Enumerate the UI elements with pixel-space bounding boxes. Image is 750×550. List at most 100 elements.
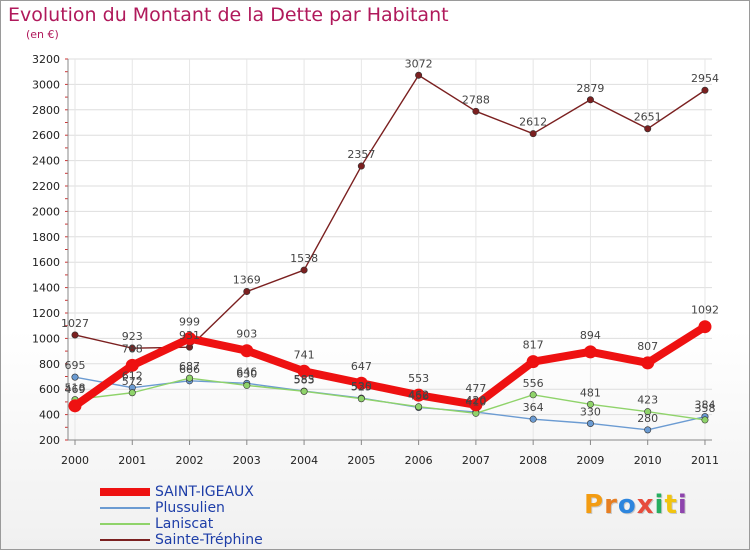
legend-label: Sainte-Tréphine bbox=[155, 532, 263, 548]
data-label: 280 bbox=[637, 412, 658, 425]
x-tick-label: 2001 bbox=[118, 454, 146, 467]
series-group bbox=[68, 71, 712, 434]
data-point bbox=[183, 332, 197, 346]
data-label: 518 bbox=[65, 382, 86, 395]
data-point bbox=[641, 356, 655, 370]
data-label: 894 bbox=[580, 329, 601, 342]
logo-letter: o bbox=[617, 490, 637, 520]
data-label: 572 bbox=[122, 375, 143, 388]
data-point bbox=[644, 125, 652, 133]
data-point bbox=[415, 71, 423, 79]
data-label: 788 bbox=[122, 342, 143, 355]
data-point bbox=[125, 358, 139, 372]
data-point bbox=[583, 345, 597, 359]
data-point bbox=[243, 381, 251, 389]
data-label: 903 bbox=[236, 328, 257, 341]
y-tick-label: 1400 bbox=[32, 282, 60, 295]
data-label: 2651 bbox=[634, 111, 662, 124]
y-tick-label: 400 bbox=[39, 409, 60, 422]
data-point bbox=[300, 387, 308, 395]
legend-swatch bbox=[100, 488, 150, 496]
data-point bbox=[357, 395, 365, 403]
data-label: 647 bbox=[351, 360, 372, 373]
data-label: 646 bbox=[236, 365, 257, 378]
data-label: 817 bbox=[523, 339, 544, 352]
data-point bbox=[472, 107, 480, 115]
y-axis-ticks: 200 400 600 800 1000 1200 1400 1600 1800 2000 2200… bbox=[32, 53, 60, 447]
data-point bbox=[644, 408, 652, 416]
y-tick-label: 1800 bbox=[32, 231, 60, 244]
legend-swatch bbox=[100, 539, 150, 541]
x-tick-label: 2011 bbox=[691, 454, 719, 467]
data-label: 2879 bbox=[576, 82, 604, 95]
chart-title: Evolution du Montant de la Dette par Hab… bbox=[8, 4, 449, 26]
data-point bbox=[300, 266, 308, 274]
data-point bbox=[701, 86, 709, 94]
data-label: 2357 bbox=[347, 148, 375, 161]
data-point bbox=[357, 162, 365, 170]
data-label: 477 bbox=[465, 382, 486, 395]
grid-lines bbox=[68, 58, 712, 441]
data-point bbox=[71, 373, 79, 381]
y-tick-label: 800 bbox=[39, 358, 60, 371]
logo-letter: r bbox=[604, 490, 618, 520]
data-point bbox=[243, 288, 251, 296]
legend-label: Plussulien bbox=[155, 500, 225, 516]
y-tick-label: 2800 bbox=[32, 104, 60, 117]
x-tick-label: 2008 bbox=[519, 454, 547, 467]
x-tick-label: 2006 bbox=[405, 454, 433, 467]
data-label: 931 bbox=[179, 329, 200, 342]
data-point bbox=[526, 355, 540, 369]
legend-swatch bbox=[100, 523, 150, 525]
y-tick-label: 1200 bbox=[32, 307, 60, 320]
logo-letter: t bbox=[664, 490, 678, 520]
y-tick-label: 3200 bbox=[32, 53, 60, 66]
data-point bbox=[644, 426, 652, 434]
data-label: 364 bbox=[523, 401, 544, 414]
x-tick-label: 2009 bbox=[576, 454, 604, 467]
x-tick-label: 2002 bbox=[176, 454, 204, 467]
x-tick-label: 2000 bbox=[61, 454, 89, 467]
data-label: 423 bbox=[637, 394, 658, 407]
data-label: 481 bbox=[580, 386, 601, 399]
data-label: 525 bbox=[351, 381, 372, 394]
data-label: 630 bbox=[236, 367, 257, 380]
data-label: 583 bbox=[294, 373, 315, 386]
logo-letter: i bbox=[654, 490, 665, 520]
data-label: 2954 bbox=[691, 72, 719, 85]
chart-subtitle: (en €) bbox=[26, 28, 59, 41]
data-point bbox=[68, 399, 82, 413]
data-label: 358 bbox=[694, 402, 715, 415]
data-label: 456 bbox=[408, 389, 429, 402]
y-tick-label: 600 bbox=[39, 383, 60, 396]
data-label: 585 bbox=[294, 373, 315, 386]
legend-swatch bbox=[100, 507, 150, 509]
data-point bbox=[354, 376, 368, 390]
y-tick-label: 3000 bbox=[32, 78, 60, 91]
data-point bbox=[128, 389, 136, 397]
data-point bbox=[701, 416, 709, 424]
data-point bbox=[698, 320, 712, 334]
series-line bbox=[74, 376, 706, 431]
data-point bbox=[529, 130, 537, 138]
legend-label: SAINT-IGEAUX bbox=[155, 484, 254, 500]
series-line bbox=[74, 377, 706, 421]
data-label: 556 bbox=[523, 377, 544, 390]
y-tick-label: 200 bbox=[39, 434, 60, 447]
data-point bbox=[297, 364, 311, 378]
data-point bbox=[529, 415, 537, 423]
data-point bbox=[71, 331, 79, 339]
y-tick-label: 2400 bbox=[32, 155, 60, 168]
data-label: 2612 bbox=[519, 116, 547, 129]
data-label: 741 bbox=[294, 348, 315, 361]
logo-letter: i bbox=[677, 490, 688, 520]
y-tick-label: 2200 bbox=[32, 180, 60, 193]
data-point bbox=[586, 400, 594, 408]
data-label: 807 bbox=[637, 340, 658, 353]
data-point bbox=[469, 398, 483, 412]
logo-letter: x bbox=[636, 490, 655, 520]
y-tick-label: 2000 bbox=[32, 205, 60, 218]
x-tick-label: 2003 bbox=[233, 454, 261, 467]
series-line bbox=[71, 322, 709, 410]
